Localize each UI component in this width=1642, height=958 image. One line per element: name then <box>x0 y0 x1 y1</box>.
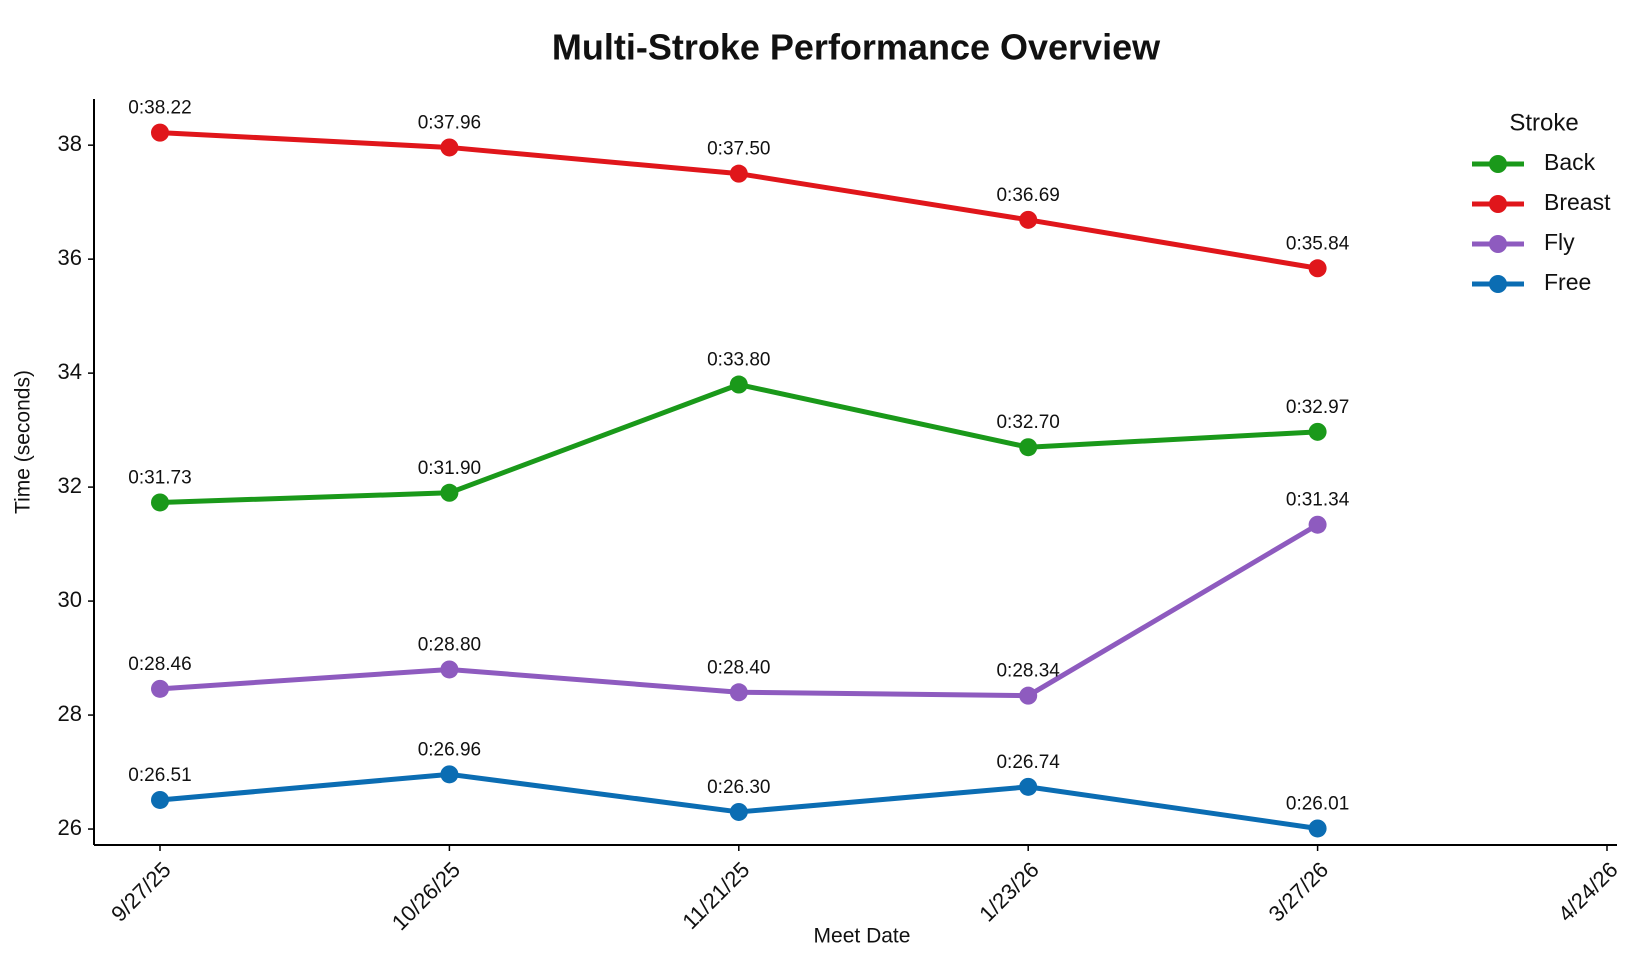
legend-label: Free <box>1544 269 1591 295</box>
value-label: 0:32.97 <box>1286 397 1349 418</box>
point <box>729 683 748 702</box>
value-label: 0:26.01 <box>1286 793 1349 814</box>
value-label: 0:32.70 <box>996 412 1059 433</box>
value-label: 0:26.51 <box>128 765 191 786</box>
point <box>1019 438 1038 457</box>
point <box>440 765 459 784</box>
legend-label: Fly <box>1544 229 1575 255</box>
x-tick-label: 11/21/25 <box>677 857 754 934</box>
value-label: 0:38.22 <box>128 98 191 119</box>
y-axis-label: Time (seconds) <box>12 370 35 514</box>
legend-marker <box>1489 235 1507 253</box>
value-label: 0:35.84 <box>1286 233 1350 254</box>
y-tick-label: 36 <box>58 245 82 270</box>
value-label: 0:28.34 <box>996 661 1060 682</box>
value-label: 0:28.80 <box>418 634 481 655</box>
point <box>1019 210 1038 229</box>
point <box>729 375 748 394</box>
y-tick-label: 34 <box>58 359 82 384</box>
point <box>1308 422 1327 441</box>
value-label: 0:36.69 <box>996 185 1059 206</box>
point <box>1019 777 1038 796</box>
y-tick-label: 26 <box>58 815 82 840</box>
value-label: 0:26.30 <box>707 777 770 798</box>
y-tick-label: 32 <box>58 473 82 498</box>
point <box>151 790 169 809</box>
point <box>729 802 748 821</box>
y-tick-label: 38 <box>58 131 82 156</box>
legend-title: Stroke <box>1509 109 1578 136</box>
value-label: 0:37.96 <box>418 112 481 133</box>
chart-title: Multi-Stroke Performance Overview <box>552 27 1161 68</box>
value-label: 0:26.96 <box>418 739 481 760</box>
legend-label: Back <box>1544 149 1596 175</box>
point <box>1308 515 1327 534</box>
point <box>440 138 459 157</box>
value-label: 0:33.80 <box>707 350 770 371</box>
value-label: 0:31.73 <box>128 468 191 489</box>
value-label: 0:31.34 <box>1286 490 1350 511</box>
value-label: 0:31.90 <box>418 458 481 479</box>
point <box>151 493 169 512</box>
y-tick-label: 30 <box>58 587 82 612</box>
x-axis-label: Meet Date <box>814 925 911 948</box>
legend-marker <box>1489 155 1507 173</box>
x-tick-label: 9/27/25 <box>106 857 176 927</box>
value-label: 0:37.50 <box>707 139 770 160</box>
series-line <box>159 382 1318 505</box>
legend-label: Breast <box>1544 189 1611 215</box>
y-tick-label: 28 <box>58 701 82 726</box>
x-tick-label: 3/27/26 <box>1264 857 1334 927</box>
point <box>1019 686 1038 705</box>
point <box>1308 819 1327 838</box>
x-tick-label: 1/23/26 <box>974 857 1044 927</box>
point <box>440 483 459 502</box>
legend-marker <box>1489 275 1507 293</box>
point <box>729 164 748 183</box>
point <box>440 660 459 679</box>
legend-marker <box>1489 195 1507 213</box>
value-label: 0:26.74 <box>996 752 1060 773</box>
point <box>151 123 169 142</box>
x-tick-label: 10/26/25 <box>387 857 465 935</box>
point <box>151 679 169 698</box>
x-tick-label: 4/24/26 <box>1553 857 1623 927</box>
value-label: 0:28.46 <box>128 654 191 675</box>
value-label: 0:28.40 <box>707 657 770 678</box>
point <box>1308 259 1327 278</box>
